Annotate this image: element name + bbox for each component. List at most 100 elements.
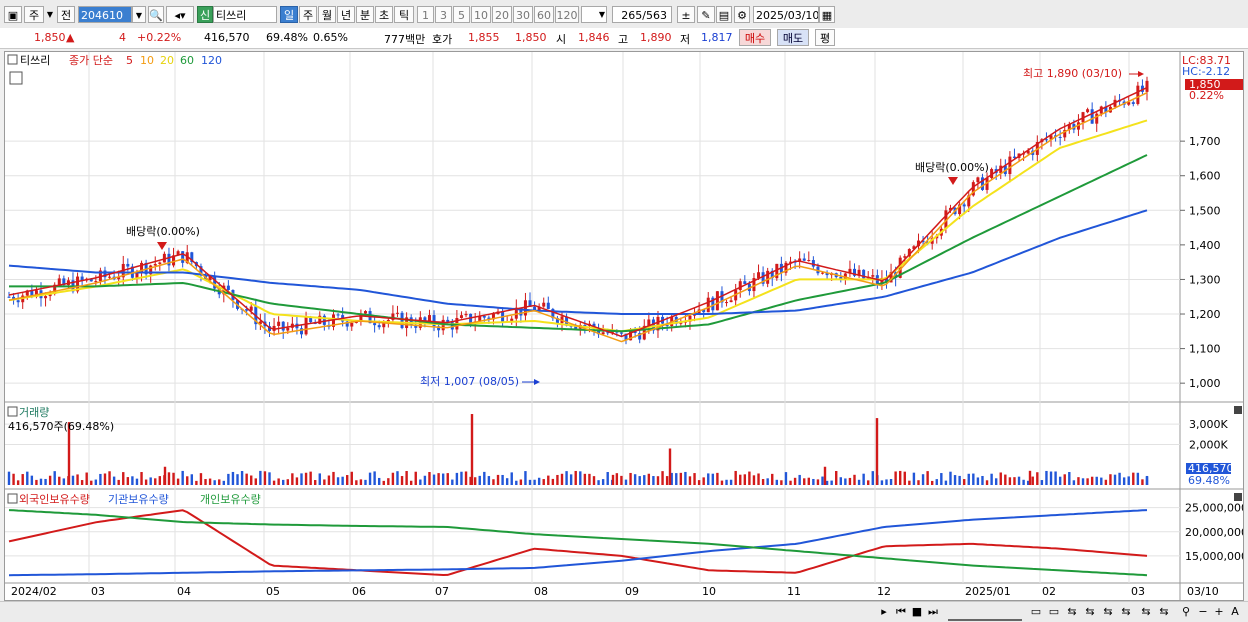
prev-button[interactable]: 전	[57, 6, 75, 23]
compare2-icon[interactable]: ⇆	[1085, 605, 1095, 618]
screen-icon[interactable]: ▣	[4, 6, 22, 23]
layout-icon[interactable]: ▭	[1030, 605, 1042, 618]
code-dropdown-icon[interactable]: ▼	[132, 6, 146, 23]
forward-icon[interactable]: ⏭	[928, 605, 938, 618]
minute-option-30[interactable]: 30	[513, 6, 533, 23]
minute-option-60[interactable]: 60	[534, 6, 554, 23]
data-count-field[interactable]: 265/563	[612, 6, 672, 23]
compare5-icon[interactable]: ⇆	[1141, 605, 1151, 618]
tab-second[interactable]: 초	[375, 6, 393, 23]
holding-line-0	[8, 509, 1148, 577]
stock-chart-svg[interactable]: 2024/02 03 04 05 06 07 08 09 10 11 12 2025/01 02 03 03…	[5, 52, 1248, 600]
panel-icon[interactable]	[7, 54, 18, 65]
gear-icon[interactable]: ⚙	[734, 6, 750, 23]
candle-body	[916, 240, 920, 247]
volume-bar	[469, 476, 472, 485]
layout2-icon[interactable]: ▭	[1048, 605, 1060, 618]
tab-month[interactable]: 월	[318, 6, 336, 23]
candle-body	[432, 315, 436, 327]
candle-body	[34, 290, 38, 297]
volume-bar	[1022, 479, 1025, 485]
draw-tool-icon[interactable]: ✎	[697, 6, 715, 23]
period-type-select[interactable]: 주	[24, 6, 44, 23]
buy-button[interactable]: 매수	[739, 29, 771, 46]
volume-bar	[396, 471, 399, 485]
candle-body	[871, 275, 875, 277]
compare3-icon[interactable]: ⇆	[1103, 605, 1113, 618]
average-button[interactable]: 평	[815, 29, 835, 46]
chart-area[interactable]: 2024/02 03 04 05 06 07 08 09 10 11 12 2025/01 02 03 03…	[4, 51, 1248, 601]
speaker-icon[interactable]: ◂▾	[166, 6, 194, 23]
stock-code-input[interactable]: 204610	[78, 6, 132, 23]
candle-body	[1058, 136, 1062, 138]
close-panel-icon[interactable]	[1234, 406, 1242, 414]
zoom-out-icon[interactable]: −	[1198, 605, 1208, 618]
volume-bar	[441, 473, 445, 485]
candle-body	[7, 296, 11, 298]
volume-bar	[199, 473, 203, 485]
volume-bar	[688, 476, 692, 485]
candle-body	[336, 314, 340, 316]
candle-body	[821, 272, 825, 274]
minute-option-5[interactable]: 5	[453, 6, 470, 23]
zoom-slider[interactable]	[948, 604, 1022, 621]
close-panel-icon[interactable]	[1234, 493, 1242, 501]
scroll-right-icon[interactable]: ▸	[881, 605, 887, 618]
tab-tick[interactable]: 틱	[394, 6, 414, 23]
minute-option-1[interactable]: 1	[417, 6, 434, 23]
minute-option-120[interactable]: 120	[555, 6, 579, 23]
table-icon[interactable]	[9, 71, 23, 85]
tab-minute[interactable]: 분	[356, 6, 374, 23]
minute-option-3[interactable]: 3	[435, 6, 452, 23]
font-size-icon[interactable]: A	[1231, 605, 1239, 618]
save-icon[interactable]: ▤	[716, 6, 732, 23]
chevron-down-icon[interactable]: ▼	[598, 10, 606, 19]
chevron-down-icon[interactable]: ▼	[46, 10, 54, 19]
volume-bar	[743, 474, 747, 485]
tab-day[interactable]: 일	[280, 6, 298, 23]
calendar-icon[interactable]: ▦	[819, 6, 835, 23]
candle-body	[359, 313, 363, 321]
volume-bar	[583, 473, 587, 485]
dividend-annotation-1: 배당락(0.00%)	[126, 225, 200, 238]
candle-body	[574, 326, 578, 329]
compare-icon[interactable]: ⇆	[1067, 605, 1077, 618]
candle-body	[619, 332, 623, 334]
x-tick-label: 04	[177, 585, 191, 598]
volume-bar	[908, 480, 911, 485]
candle-body	[601, 332, 605, 335]
minute-option-10[interactable]: 10	[471, 6, 491, 23]
tab-year[interactable]: 년	[337, 6, 355, 23]
volume-panel-icon[interactable]	[7, 406, 18, 417]
candle-body	[76, 276, 80, 292]
custom-interval-input[interactable]	[581, 6, 607, 23]
holding-panel-icon[interactable]	[7, 493, 18, 504]
volume-bar	[455, 472, 459, 485]
dividend-marker-1	[157, 242, 167, 250]
minute-option-20[interactable]: 20	[492, 6, 512, 23]
up-arrow-icon: ▲	[66, 31, 75, 44]
volume-bar	[364, 479, 367, 485]
candle-body	[94, 281, 98, 283]
volume-bar	[1086, 478, 1089, 485]
compare6-icon[interactable]: ⇆	[1159, 605, 1169, 618]
zoom-icon[interactable]: ±	[677, 6, 695, 23]
stock-name-field[interactable]: 티쓰리	[213, 6, 277, 23]
compare4-icon[interactable]: ⇆	[1121, 605, 1131, 618]
candle-body	[510, 318, 514, 322]
stop-icon[interactable]: ■	[911, 605, 923, 618]
rewind-icon[interactable]: ⏮	[896, 605, 906, 618]
search-icon[interactable]: ⚲	[1181, 605, 1191, 618]
candle-body	[1104, 106, 1108, 113]
volume-bar	[857, 479, 861, 485]
candle-body	[277, 321, 281, 326]
zoom-in-icon[interactable]: +	[1214, 605, 1224, 618]
search-icon[interactable]: 🔍	[148, 6, 164, 23]
candle-body	[711, 297, 715, 311]
volume-bar	[71, 475, 75, 485]
date-field[interactable]: 2025/03/10	[753, 6, 819, 23]
candle-body	[373, 323, 377, 326]
candle-body	[647, 319, 651, 326]
sell-button[interactable]: 매도	[777, 29, 809, 46]
tab-week[interactable]: 주	[299, 6, 317, 23]
